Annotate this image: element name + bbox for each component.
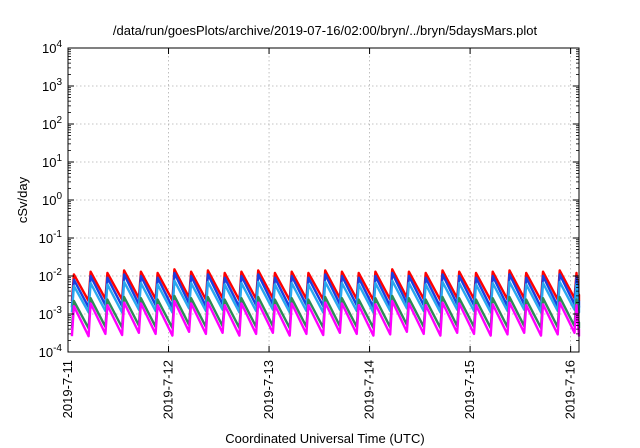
axes — [67, 47, 580, 353]
x-tick-label: 2019-7-12 — [161, 360, 176, 419]
x-tick-label: 2019-7-16 — [563, 360, 578, 419]
x-tick-label: 2019-7-14 — [362, 360, 377, 419]
chart-title: /data/run/goesPlots/archive/2019-07-16/0… — [113, 23, 538, 38]
y-tick-labels: 10-4 10-3 10-2 10-1 100 101 102 103 104 — [39, 39, 63, 360]
x-tick-labels: 2019-7-11 2019-7-12 2019-7-13 2019-7-14 2019… — [60, 360, 578, 419]
y-tick-label: 10-1 — [39, 229, 63, 246]
series-layer — [70, 268, 581, 338]
y-tick-label: 100 — [42, 191, 62, 208]
series-line-3 — [70, 279, 581, 314]
series-line-4 — [70, 294, 581, 330]
y-tick-label: 10-4 — [39, 343, 63, 360]
y-tick-label: 10-2 — [39, 267, 63, 284]
series-line-2 — [70, 271, 581, 309]
series-line-5 — [70, 299, 581, 338]
x-tick-label: 2019-7-15 — [462, 360, 477, 419]
y-tick-label: 102 — [42, 115, 62, 132]
x-tick-label: 2019-7-11 — [60, 360, 75, 418]
series-line-1 — [70, 268, 581, 303]
y-axis-label: cSv/day — [15, 176, 30, 223]
plot-frame — [67, 47, 580, 353]
y-tick-label: 101 — [42, 153, 62, 170]
x-tick-label: 2019-7-13 — [261, 360, 276, 419]
y-tick-label: 10-3 — [39, 305, 63, 322]
y-tick-label: 104 — [42, 39, 62, 56]
x-axis-label: Coordinated Universal Time (UTC) — [225, 431, 424, 446]
y-tick-label: 103 — [42, 77, 62, 94]
